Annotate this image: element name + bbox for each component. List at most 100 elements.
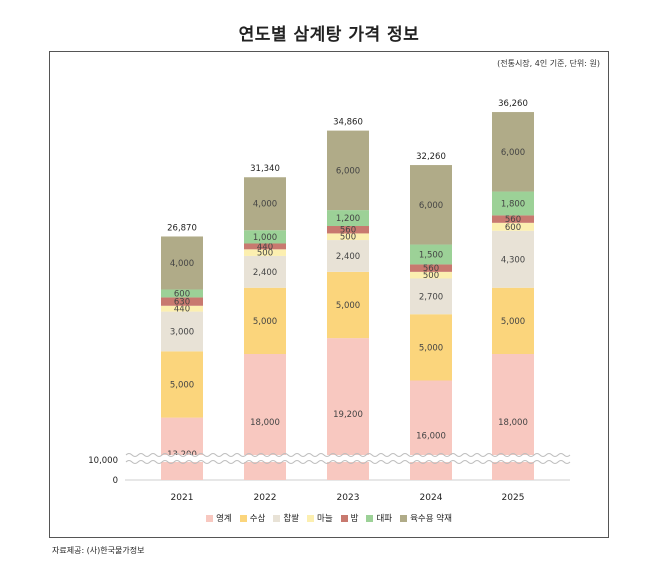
bar-segment <box>492 191 534 216</box>
x-tick-label: 2023 <box>337 493 360 503</box>
legend-item: 대파 <box>366 512 392 524</box>
bar-segment <box>492 112 534 192</box>
bar-segment <box>327 210 369 227</box>
data-label: 6,000 <box>501 148 525 158</box>
data-label: 600 <box>505 223 521 233</box>
bar-segment <box>244 249 286 256</box>
data-label: 1,200 <box>336 214 360 224</box>
legend-label: 대파 <box>376 514 393 524</box>
legend-item: 밤 <box>340 512 359 524</box>
bar-segment <box>161 311 203 352</box>
total-label: 31,340 <box>250 164 280 174</box>
data-label: 560 <box>505 215 521 225</box>
source-note: 자료제공: (사)한국물가정보 <box>52 546 145 555</box>
axis-break-line <box>125 460 571 464</box>
data-label: 3,000 <box>170 327 194 337</box>
data-label: 13,200 <box>167 450 197 460</box>
data-label: 560 <box>340 226 356 236</box>
legend-item: 육수용 약재 <box>400 512 452 524</box>
data-label: 1,000 <box>253 233 277 243</box>
bar-segment <box>410 165 452 245</box>
x-tick-label: 2021 <box>171 493 194 503</box>
legend-swatch <box>307 514 314 522</box>
bar-segment <box>161 305 203 312</box>
bar-segment <box>410 264 452 272</box>
data-label: 1,500 <box>419 250 443 260</box>
bar-segment <box>410 314 452 381</box>
bar-segment <box>244 255 286 288</box>
legend-item: 마늘 <box>307 512 333 524</box>
bar-segment <box>161 236 203 290</box>
data-label: 5,000 <box>501 317 525 327</box>
total-label: 36,260 <box>498 99 528 109</box>
data-label: 5,000 <box>336 301 360 311</box>
x-tick-label: 2022 <box>254 493 277 503</box>
bar-segment <box>492 287 534 354</box>
legend-item: 수삼 <box>239 512 266 524</box>
data-label: 2,700 <box>419 292 443 302</box>
data-label: 440 <box>174 305 190 315</box>
data-label: 6,000 <box>336 166 360 176</box>
bar-segment <box>410 380 452 480</box>
x-tick-label: 2025 <box>502 493 525 503</box>
legend-swatch <box>239 514 247 522</box>
legend-label: 찹쌀 <box>283 514 299 524</box>
legend-label: 영계 <box>216 514 232 524</box>
bar-segment <box>410 278 452 315</box>
data-label: 19,200 <box>333 410 363 420</box>
data-label: 600 <box>174 289 190 299</box>
bar-segment <box>492 222 534 231</box>
legend-swatch <box>400 514 408 522</box>
bar-segment <box>161 289 203 298</box>
total-label: 32,260 <box>416 152 446 162</box>
data-label: 16,000 <box>416 431 446 441</box>
axis-break-line <box>125 453 571 457</box>
data-label: 500 <box>340 233 356 243</box>
bar-segment <box>327 271 369 339</box>
bar-segment <box>244 243 286 250</box>
chart-frame <box>49 51 609 538</box>
data-label: 2,400 <box>336 252 360 262</box>
legend-item: 찹쌀 <box>273 512 299 524</box>
chart-legend: 영계 수삼 찹쌀 마늘 밤 대파 육수용 약재 <box>49 512 609 524</box>
bar-segment <box>410 244 452 265</box>
data-label: 18,000 <box>498 418 528 428</box>
chart-title: 연도별 삼계탕 가격 정보 <box>238 25 420 45</box>
legend-swatch <box>366 514 374 522</box>
bar-segment <box>492 215 534 223</box>
bar-segment <box>327 226 369 234</box>
legend-swatch <box>340 514 348 522</box>
bar-segment <box>327 130 369 211</box>
data-label: 18,000 <box>250 418 280 428</box>
data-label: 500 <box>257 249 273 259</box>
bar-segment <box>492 230 534 288</box>
bar-segment <box>161 351 203 418</box>
data-label: 1,800 <box>501 199 525 209</box>
y-tick-label: 10,000 <box>88 456 118 466</box>
data-label: 630 <box>174 298 190 308</box>
bar-segment <box>327 240 369 272</box>
y-tick-label: 0 <box>113 476 118 486</box>
data-label: 4,000 <box>170 259 194 269</box>
legend-label: 밤 <box>350 514 359 524</box>
legend-item: 영계 <box>206 512 232 524</box>
data-label: 6,000 <box>419 201 443 211</box>
data-label: 2,400 <box>253 268 277 278</box>
chart-subtitle: (전통시장, 4인 기준, 단위: 원) <box>497 59 600 68</box>
x-tick-label: 2024 <box>420 493 443 503</box>
bar-segment <box>161 417 203 480</box>
data-label: 440 <box>257 242 273 252</box>
bar-segment <box>327 233 369 241</box>
legend-label: 마늘 <box>317 514 333 524</box>
data-label: 4,300 <box>501 255 525 265</box>
axis-break-gap <box>126 455 570 462</box>
legend-label: 수삼 <box>249 514 266 524</box>
data-label: 5,000 <box>419 343 443 353</box>
bar-segment <box>410 271 452 279</box>
data-label: 500 <box>423 271 439 281</box>
total-label: 26,870 <box>167 223 197 233</box>
bar-segment <box>244 230 286 244</box>
data-label: 4,000 <box>253 200 277 210</box>
legend-label: 육수용 약재 <box>410 514 452 524</box>
